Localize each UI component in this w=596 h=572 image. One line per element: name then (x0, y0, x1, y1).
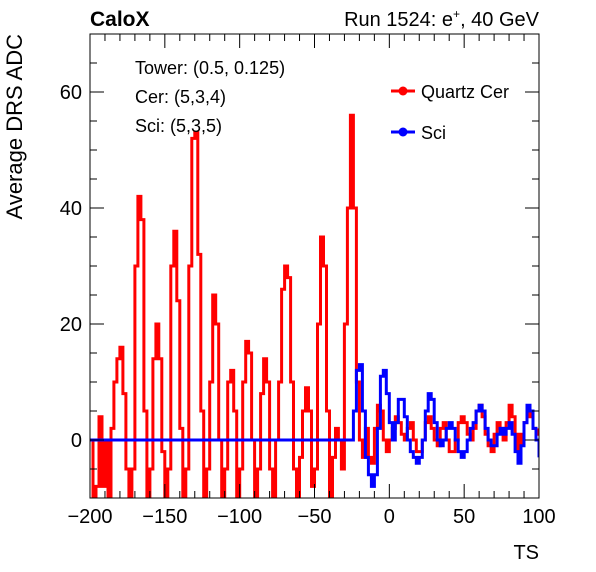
legend-marker-sci (398, 127, 408, 137)
series-line-sci (90, 363, 539, 488)
series-layer (90, 113, 539, 498)
info-line-tower: Tower: (0.5, 0.125) (135, 58, 285, 78)
x-tick-label: −200 (67, 506, 112, 528)
y-tick-label: 0 (71, 430, 82, 452)
legend-label-sci: Sci (421, 123, 446, 143)
header-left-label: CaloX (90, 8, 150, 31)
y-tick-label: 20 (60, 314, 82, 336)
info-line-sci: Sci: (5,3,5) (135, 116, 222, 136)
info-line-cer: Cer: (5,3,4) (135, 87, 226, 107)
x-tick-label: −150 (142, 506, 187, 528)
y-tick-label: 60 (60, 82, 82, 104)
x-tick-label: 100 (522, 506, 555, 528)
x-tick-label: −50 (298, 506, 332, 528)
legend-marker-cer (398, 86, 408, 96)
header-right-label: Run 1524: e+, 40 GeV (344, 7, 540, 31)
x-axis-label: TS (513, 542, 539, 564)
legend: Quartz Cer Sci (391, 82, 509, 143)
header-right-prefix: Run 1524: e (344, 9, 453, 31)
x-tick-label: −100 (217, 506, 262, 528)
header-right-sup: + (453, 7, 460, 21)
x-tick-label: 0 (384, 506, 395, 528)
axis-layer: −200 −150 −100 −50 0 50 100 0 20 40 60 (60, 33, 556, 528)
y-axis-label: Average DRS ADC (2, 34, 27, 220)
legend-label-cer: Quartz Cer (421, 82, 509, 102)
header-right-suffix: , 40 GeV (460, 9, 540, 31)
x-tick-label: 50 (453, 506, 475, 528)
y-tick-label: 40 (60, 198, 82, 220)
